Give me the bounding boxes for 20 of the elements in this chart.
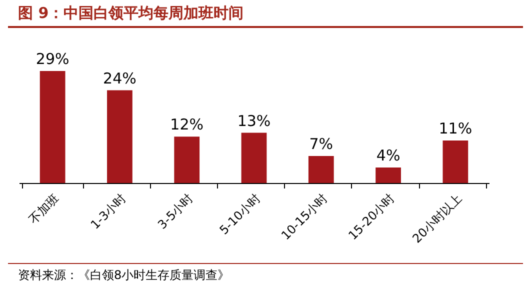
x-tick-label: 不加班	[26, 191, 62, 226]
data-label: 12%	[170, 116, 204, 134]
data-label: 29%	[36, 50, 70, 68]
bar	[40, 71, 66, 183]
bar	[241, 132, 267, 183]
data-label: 4%	[376, 146, 400, 165]
x-tick-label: 3-5小时	[155, 191, 196, 232]
bar	[308, 156, 334, 183]
x-tick-label: 1-3小时	[88, 191, 129, 232]
chart-title: 图 9：中国白领平均每周加班时间	[8, 0, 523, 28]
data-label: 13%	[237, 112, 271, 130]
data-label: 7%	[309, 134, 334, 153]
x-tick-label: 20小时以上	[410, 191, 464, 246]
data-label: 11%	[438, 120, 472, 138]
bar	[376, 168, 401, 183]
text: 资料来源：《白领8小时生存质量调查》	[8, 263, 523, 287]
data-label: 24%	[103, 69, 136, 88]
bar	[442, 140, 468, 183]
bar	[107, 90, 132, 183]
bar	[174, 136, 200, 183]
